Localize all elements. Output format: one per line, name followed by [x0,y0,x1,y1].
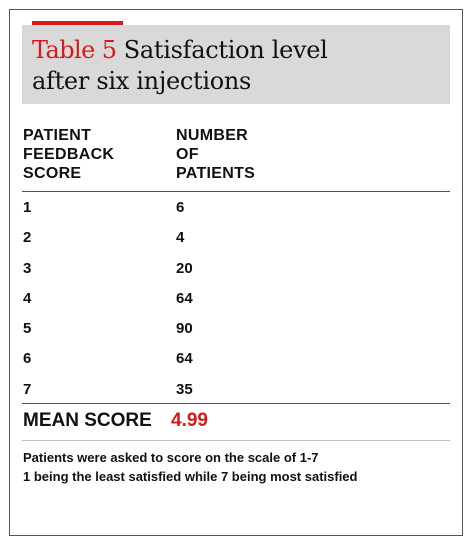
table-body: 1 6 2 4 3 20 4 64 5 90 6 64 7 35 [22,193,450,405]
table-row: 7 35 [22,375,450,405]
footnote-line: 1 being the least satisfied while 7 bein… [23,469,358,484]
column-header-score-line: FEEDBACK [23,146,115,163]
footnote: Patients were asked to score on the scal… [23,450,443,484]
mean-divider [22,403,450,404]
patients-cell: 20 [176,259,193,277]
table-frame [9,9,463,536]
column-header-score: PATIENT FEEDBACK SCORE [23,126,114,183]
table-row: 2 4 [22,223,450,253]
column-header-score-line: SCORE [23,165,82,182]
column-header-patients-line: OF [176,146,199,163]
score-cell: 3 [23,259,32,277]
score-cell: 4 [23,289,32,307]
column-header-patients-line: NUMBER [176,127,249,144]
column-header-patients: NUMBER OF PATIENTS [176,126,255,183]
mean-score-label: MEAN SCORE [23,410,152,431]
accent-bar [32,21,123,25]
table-title: Table 5 Satisfaction level after six inje… [32,35,440,97]
table-row: 6 64 [22,344,450,374]
patients-cell: 6 [176,199,185,216]
score-cell: 7 [23,380,32,398]
table-label: Table 5 [32,36,117,64]
patients-cell: 4 [176,229,185,247]
footnote-divider [22,440,450,441]
score-cell: 2 [23,229,32,247]
patients-cell: 35 [176,380,193,398]
mean-score-value: 4.99 [171,410,208,431]
column-header-score-line: PATIENT [23,127,92,144]
footnote-line: Patients were asked to score on the scal… [23,450,319,465]
column-header-patients-line: PATIENTS [176,165,256,182]
header-divider [22,191,450,192]
score-cell: 5 [23,320,32,338]
table-title-line1: Satisfaction level [123,36,328,64]
patients-cell: 64 [176,350,193,368]
score-cell: 1 [23,199,32,216]
table-title-line2: after six injections [32,67,252,95]
table-row: 1 6 [22,193,450,223]
title-box: Table 5 Satisfaction level after six inje… [22,25,450,104]
table-row: 3 20 [22,254,450,284]
score-cell: 6 [23,350,32,368]
table-row: 5 90 [22,314,450,344]
patients-cell: 90 [176,320,193,338]
table-row: 4 64 [22,284,450,314]
patients-cell: 64 [176,289,193,307]
